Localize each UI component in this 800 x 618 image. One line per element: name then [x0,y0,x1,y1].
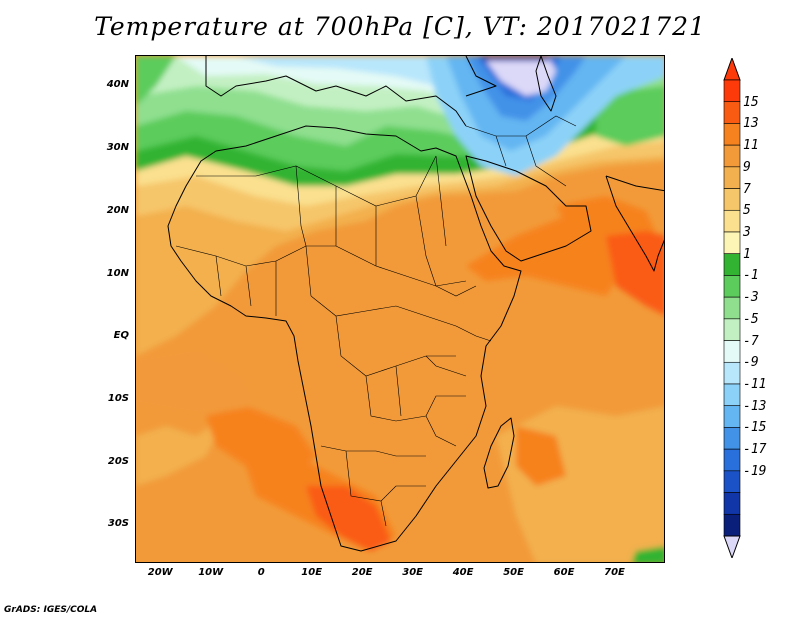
colorbar-level-label: -1 [743,268,759,284]
colorbar-level-label: -3 [743,290,759,306]
colorbar-swatch [723,405,741,428]
colorbar-swatch [723,513,741,537]
colorbar-swatch [723,427,741,450]
colorbar-swatch [723,275,741,298]
africa-coastline [167,125,522,552]
colorbar-swatch [723,123,741,146]
colorbar-swatch [723,296,741,320]
band-ne [596,101,664,146]
colorbar-swatch [723,79,741,103]
band-nw [136,56,176,106]
colorbar-swatch [723,448,741,472]
lat-tick-label: 10S [107,392,129,404]
colorbar-under-arrow [723,535,741,558]
colorbar-level-label: -9 [743,355,759,371]
colorbar-level-label: 5 [743,203,751,219]
warm-core-madagascar [516,426,566,486]
colorbar-swatch [723,253,741,276]
lon-tick-label: 0 [257,567,265,578]
colorbar-swatch [723,231,741,255]
lon-tick-label: 50E [503,567,524,578]
lon-tick-label: 40E [452,567,474,578]
caspian-coastline [535,56,557,112]
colorbar-level-label: 9 [743,159,751,175]
green-southeast [631,546,664,562]
india-coastline [605,175,664,272]
warm-core-ocean [136,346,256,416]
lon-tick-label: 10E [301,567,323,578]
lat-tick-label: 30N [106,142,129,154]
colorbar-swatch [723,209,741,233]
colorbar-level-label: 7 [743,181,751,197]
lat-tick-label: 20S [107,455,129,467]
lon-tick-label: 20E [351,567,373,578]
map-panel [135,55,665,563]
band-under [486,61,556,96]
lat-tick-label: 20N [106,204,129,216]
map-title: Temperature at 700hPa [C], VT: 201702172… [94,12,706,41]
lon-tick-label: 20W [147,567,173,578]
colorbar-level-label: -7 [743,333,759,349]
country-borders-north [196,155,447,287]
colorbar-level-label: 1 [743,246,751,262]
lon-tick-label: 30E [402,567,423,578]
colorbar-swatch [723,166,741,189]
country-borders-west [175,245,467,316]
warm-core-kalahari [306,486,391,551]
colorbar-level-label: 3 [743,225,751,240]
madagascar-coastline [483,417,515,489]
grads-credit: GrADS: IGES/COLA [4,605,98,615]
country-borders-east [425,285,492,447]
colorbar-over-arrow [723,58,741,81]
colorbar-level-label: -11 [743,377,767,392]
band-7-south [136,416,226,486]
colorbar-level-label: -13 [743,398,767,414]
cool-southeast [536,486,664,562]
colorbar-swatch [723,361,741,385]
colorbar-swatch [723,188,741,211]
colorbar-level-label: -15 [743,420,767,436]
lat-tick-label: 30S [107,518,129,530]
colorbar-swatch [723,340,741,363]
colorbar [723,58,741,558]
colorbar-swatch [723,101,741,124]
middle-east-borders [465,115,577,187]
colorbar-swatch [723,318,741,341]
colorbar-level-label: 15 [743,94,759,110]
europe-coastline [205,56,497,127]
colorbar-swatch [723,470,741,493]
temperature-bands [136,56,664,562]
coastlines [167,56,664,552]
borders [175,115,577,527]
temperature-field [136,56,664,562]
lat-tick-label: EQ [113,330,129,342]
country-borders-south [320,445,426,527]
lon-tick-label: 60E [553,567,575,578]
colorbar-swatch [723,383,741,407]
warm-core-india [606,231,664,315]
colorbar-level-label: -5 [743,311,759,327]
colorbar-level-label: 11 [743,138,759,154]
lat-tick-label: 10N [106,267,129,279]
country-borders-central [310,295,457,422]
arabia-coastline [465,155,592,262]
lon-tick-label: 70E [604,567,625,578]
colorbar-level-label: -17 [743,442,767,458]
colorbar-swatch [723,144,741,168]
colorbar-level-label: 13 [743,116,759,132]
colorbar-swatch [723,492,741,515]
lat-tick-label: 40N [106,79,129,91]
lon-tick-label: 10W [198,567,224,578]
colorbar-level-label: -19 [743,463,767,479]
